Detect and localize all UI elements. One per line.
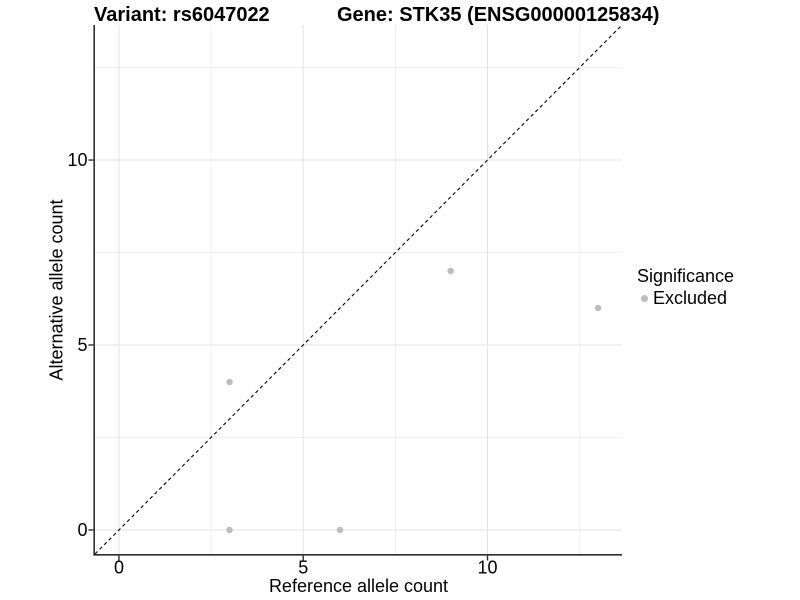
legend-item-label: Excluded xyxy=(653,288,728,308)
data-point xyxy=(447,267,454,275)
legend-item-excluded: Excluded xyxy=(637,288,734,309)
y-axis-title: Alternative allele count xyxy=(46,199,67,381)
x-tick-label: 5 xyxy=(298,558,308,578)
data-point xyxy=(226,526,233,534)
legend: Significance Excluded xyxy=(637,266,734,309)
data-point xyxy=(226,378,233,386)
plot-title-gene: Gene: STK35 (ENSG00000125834) xyxy=(337,4,660,26)
excluded-point-icon xyxy=(640,295,648,302)
x-tick-label: 10 xyxy=(477,558,497,578)
y-tick-label: 10 xyxy=(67,150,87,170)
legend-key xyxy=(637,292,651,306)
x-axis-title: Reference allele count xyxy=(268,576,449,596)
x-tick-label: 0 xyxy=(114,558,124,578)
plot-title-variant: Variant: rs6047022 xyxy=(94,4,270,26)
data-point xyxy=(336,526,344,534)
data-point xyxy=(594,304,602,312)
y-tick-label: 5 xyxy=(77,335,87,355)
y-tick-label: 0 xyxy=(77,520,87,540)
identity-line xyxy=(94,24,623,555)
legend-title: Significance xyxy=(637,266,735,286)
